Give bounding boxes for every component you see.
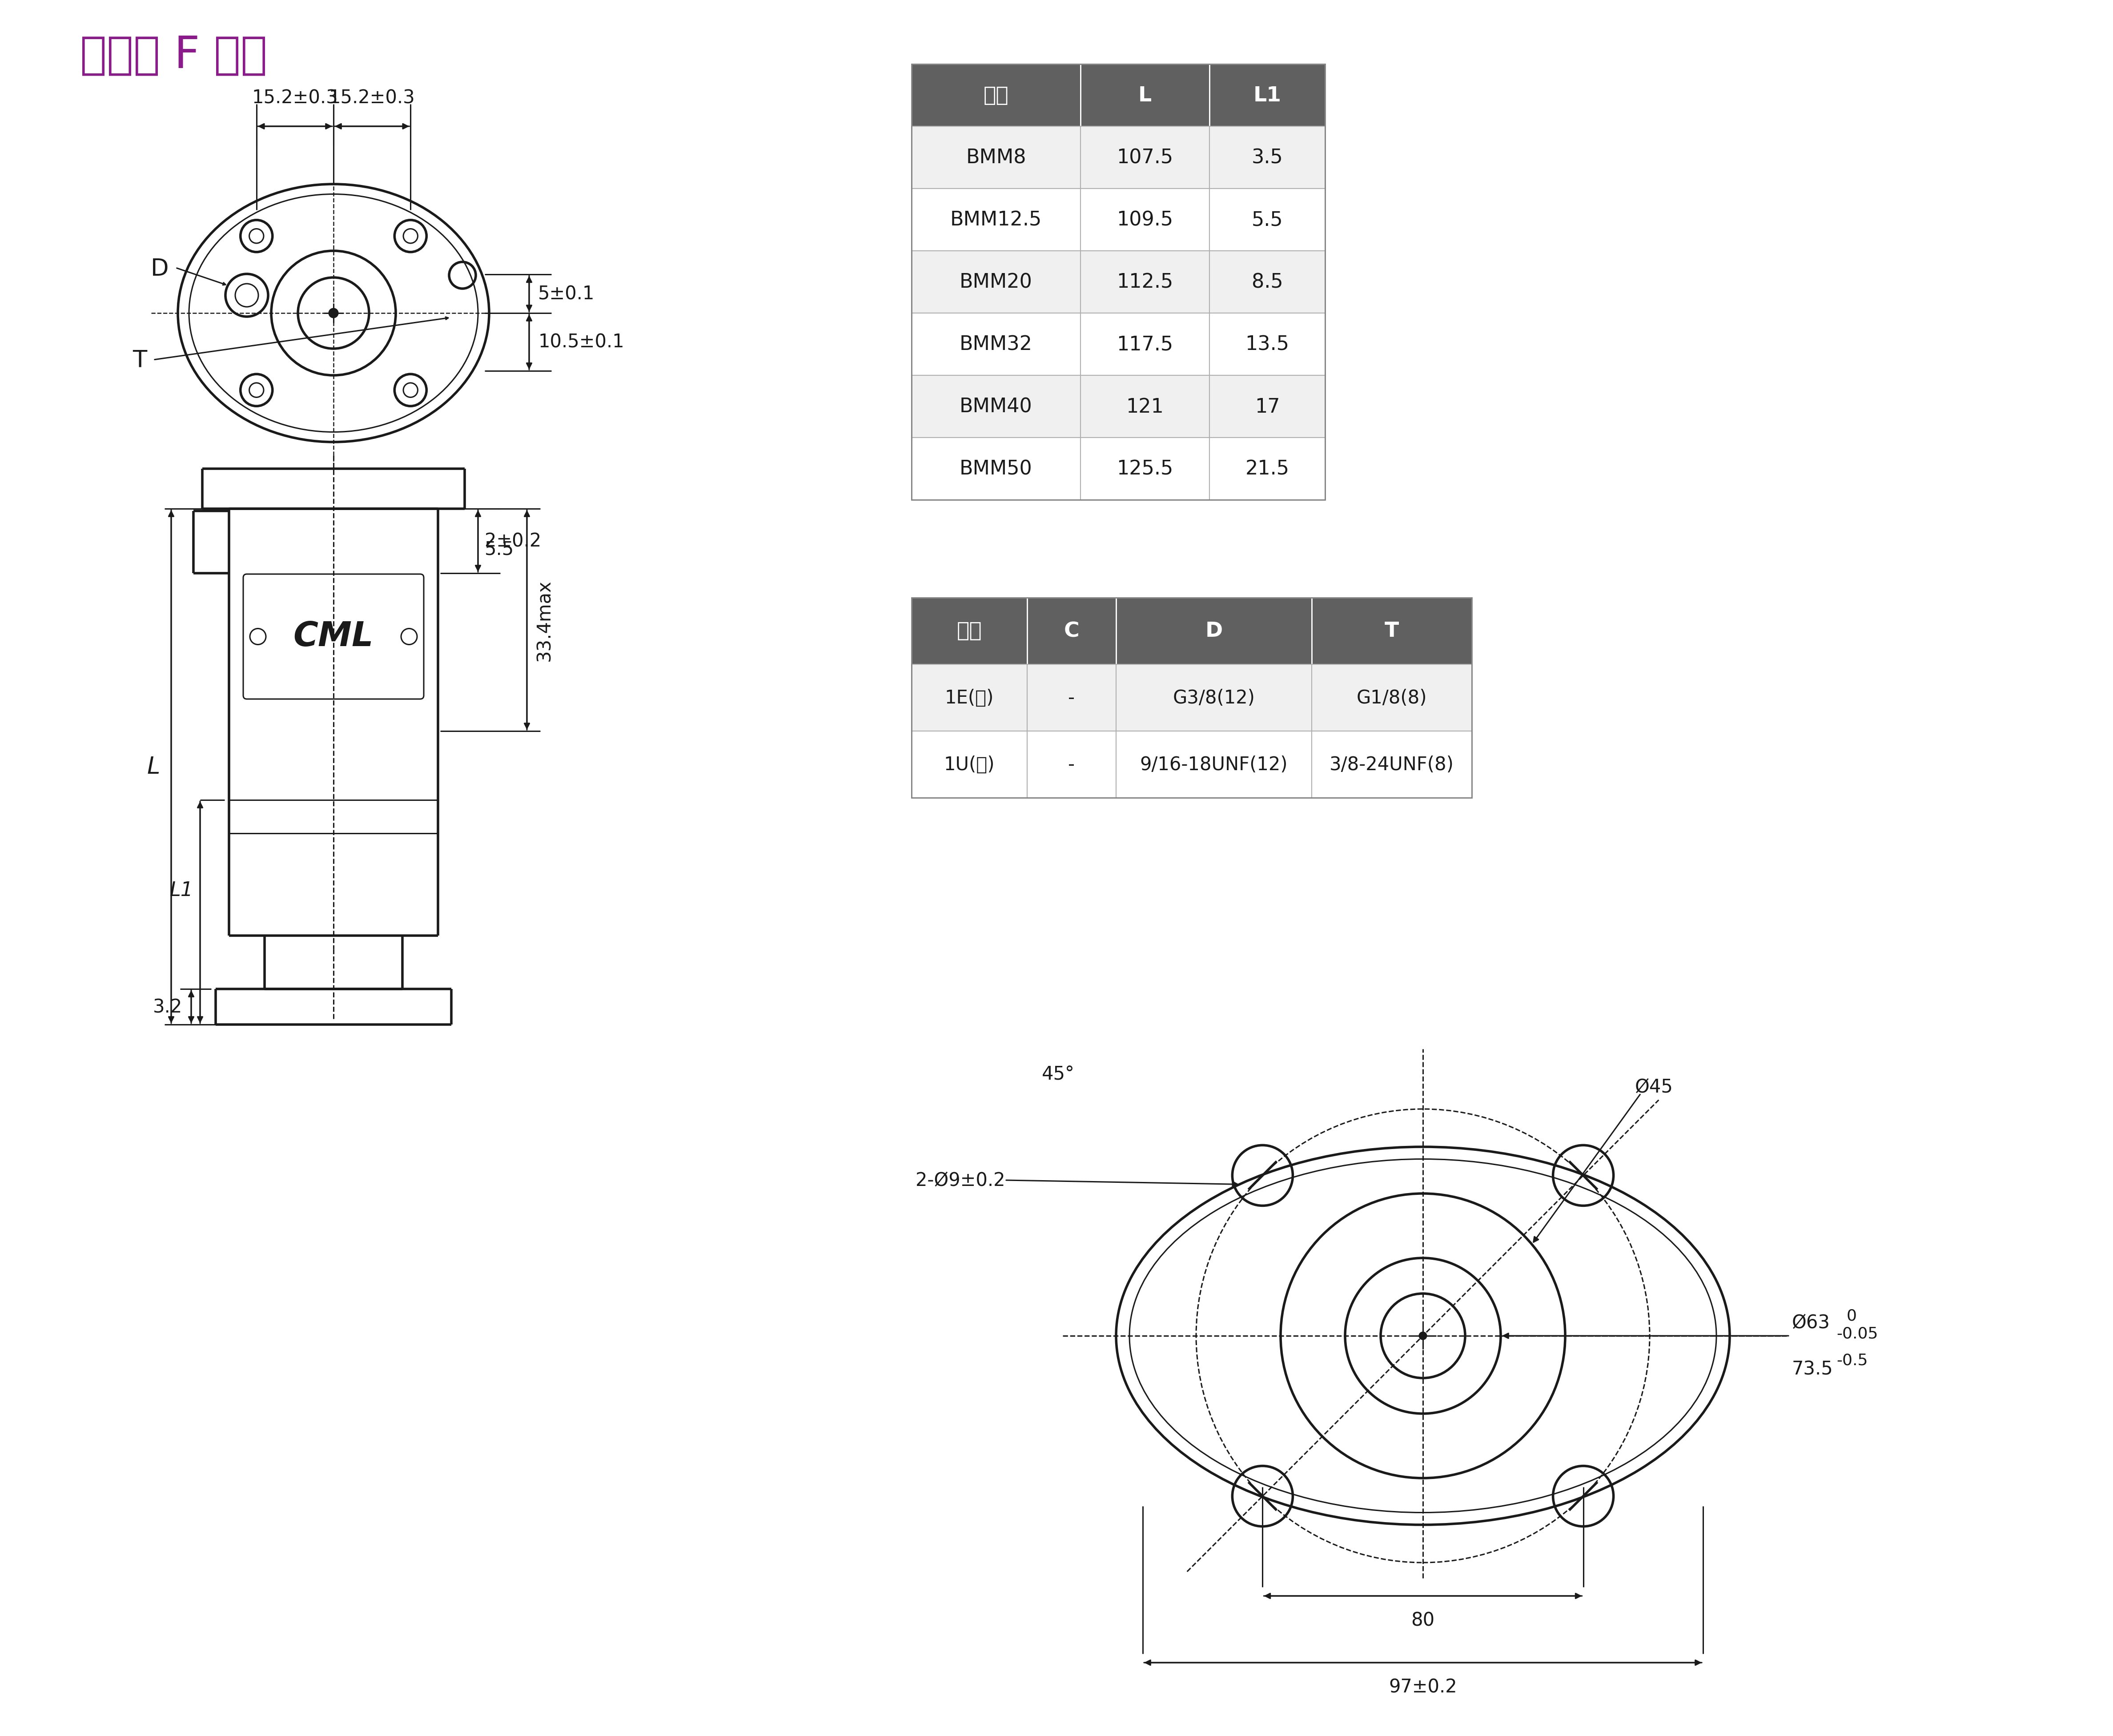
Text: 109.5: 109.5 <box>1118 210 1173 229</box>
Bar <box>1080 437 1209 500</box>
Bar <box>1209 189 1325 252</box>
Text: 1U(深): 1U(深) <box>945 755 995 774</box>
Text: L1: L1 <box>1253 85 1280 106</box>
Bar <box>1209 437 1325 500</box>
Bar <box>911 252 1080 314</box>
Bar <box>1312 731 1473 799</box>
Text: 73.5: 73.5 <box>1792 1359 1834 1378</box>
Text: -: - <box>1069 755 1076 774</box>
Text: 代號: 代號 <box>957 621 983 641</box>
Text: 3/8-24UNF(8): 3/8-24UNF(8) <box>1329 755 1454 774</box>
Text: 17: 17 <box>1255 398 1280 417</box>
Text: 45°: 45° <box>1042 1064 1076 1083</box>
Text: 121: 121 <box>1126 398 1164 417</box>
Bar <box>1027 597 1116 665</box>
Bar <box>911 597 1027 665</box>
Bar <box>1080 375 1209 437</box>
Text: 2-Ø9±0.2: 2-Ø9±0.2 <box>915 1172 1006 1189</box>
Text: -0.05: -0.05 <box>1836 1326 1878 1342</box>
Text: BMM8: BMM8 <box>966 148 1027 167</box>
Text: BMM12.5: BMM12.5 <box>951 210 1042 229</box>
Text: 15.2±0.3: 15.2±0.3 <box>251 89 338 108</box>
Text: BMM40: BMM40 <box>959 398 1033 417</box>
Text: G3/8(12): G3/8(12) <box>1173 689 1255 707</box>
Text: 80: 80 <box>1411 1611 1435 1630</box>
Bar <box>1027 731 1116 799</box>
Text: T: T <box>133 349 146 372</box>
Text: BMM50: BMM50 <box>959 460 1033 479</box>
Text: 後油口 F 法蘭: 後油口 F 法蘭 <box>80 35 266 76</box>
Text: D: D <box>150 257 169 281</box>
Bar <box>911 375 1080 437</box>
Text: 1E(深): 1E(深) <box>945 689 993 707</box>
Text: 3.2: 3.2 <box>152 998 182 1016</box>
Text: 5.5: 5.5 <box>484 540 513 559</box>
Text: 112.5: 112.5 <box>1116 273 1173 292</box>
Bar <box>911 189 1080 252</box>
Bar <box>1116 665 1312 731</box>
Bar <box>1209 252 1325 314</box>
Circle shape <box>330 309 338 318</box>
Text: -0.5: -0.5 <box>1836 1352 1868 1368</box>
Text: L: L <box>148 755 161 778</box>
Bar <box>911 314 1080 375</box>
Text: Ø63: Ø63 <box>1792 1312 1830 1332</box>
Bar <box>911 127 1080 189</box>
Text: 13.5: 13.5 <box>1245 335 1289 354</box>
Text: G1/8(8): G1/8(8) <box>1357 689 1426 707</box>
Text: BMM32: BMM32 <box>959 335 1033 354</box>
Bar <box>911 437 1080 500</box>
Bar <box>911 597 1473 799</box>
Circle shape <box>1420 1332 1426 1340</box>
Text: 21.5: 21.5 <box>1245 460 1289 479</box>
Text: 9/16-18UNF(12): 9/16-18UNF(12) <box>1141 755 1287 774</box>
Text: 15.2±0.3: 15.2±0.3 <box>330 89 414 108</box>
Text: 97±0.2: 97±0.2 <box>1388 1677 1458 1696</box>
Bar <box>1209 64 1325 127</box>
Bar <box>1116 597 1312 665</box>
Bar <box>911 665 1027 731</box>
Bar <box>1209 127 1325 189</box>
Text: 117.5: 117.5 <box>1118 335 1173 354</box>
Text: Ø45: Ø45 <box>1635 1078 1673 1095</box>
Text: D: D <box>1204 621 1223 641</box>
Text: 0: 0 <box>1836 1309 1857 1323</box>
Text: BMM20: BMM20 <box>959 273 1033 292</box>
Bar <box>1080 189 1209 252</box>
Bar <box>1080 314 1209 375</box>
Bar <box>911 64 1080 127</box>
Bar <box>1080 127 1209 189</box>
Text: 33.4max: 33.4max <box>535 580 554 661</box>
Bar <box>1312 665 1473 731</box>
Text: 5±0.1: 5±0.1 <box>539 285 594 304</box>
Text: CML: CML <box>294 620 374 653</box>
Text: 2±0.2: 2±0.2 <box>484 531 541 550</box>
Bar <box>1209 314 1325 375</box>
Bar <box>1116 731 1312 799</box>
Text: 125.5: 125.5 <box>1116 460 1173 479</box>
Text: T: T <box>1384 621 1399 641</box>
Text: L: L <box>1139 85 1152 106</box>
Bar <box>1312 597 1473 665</box>
Text: 5.5: 5.5 <box>1251 210 1283 229</box>
Text: -: - <box>1069 689 1076 707</box>
Text: L1: L1 <box>169 880 194 899</box>
Bar <box>911 731 1027 799</box>
Text: 10.5±0.1: 10.5±0.1 <box>539 333 623 352</box>
Bar <box>1209 375 1325 437</box>
Text: 3.5: 3.5 <box>1251 148 1283 167</box>
Text: 107.5: 107.5 <box>1118 148 1173 167</box>
Bar <box>911 64 1325 500</box>
Bar <box>1080 64 1209 127</box>
Text: C: C <box>1063 621 1080 641</box>
Bar <box>1080 252 1209 314</box>
Bar <box>1027 665 1116 731</box>
Text: 代號: 代號 <box>983 85 1008 106</box>
Text: 8.5: 8.5 <box>1251 273 1283 292</box>
